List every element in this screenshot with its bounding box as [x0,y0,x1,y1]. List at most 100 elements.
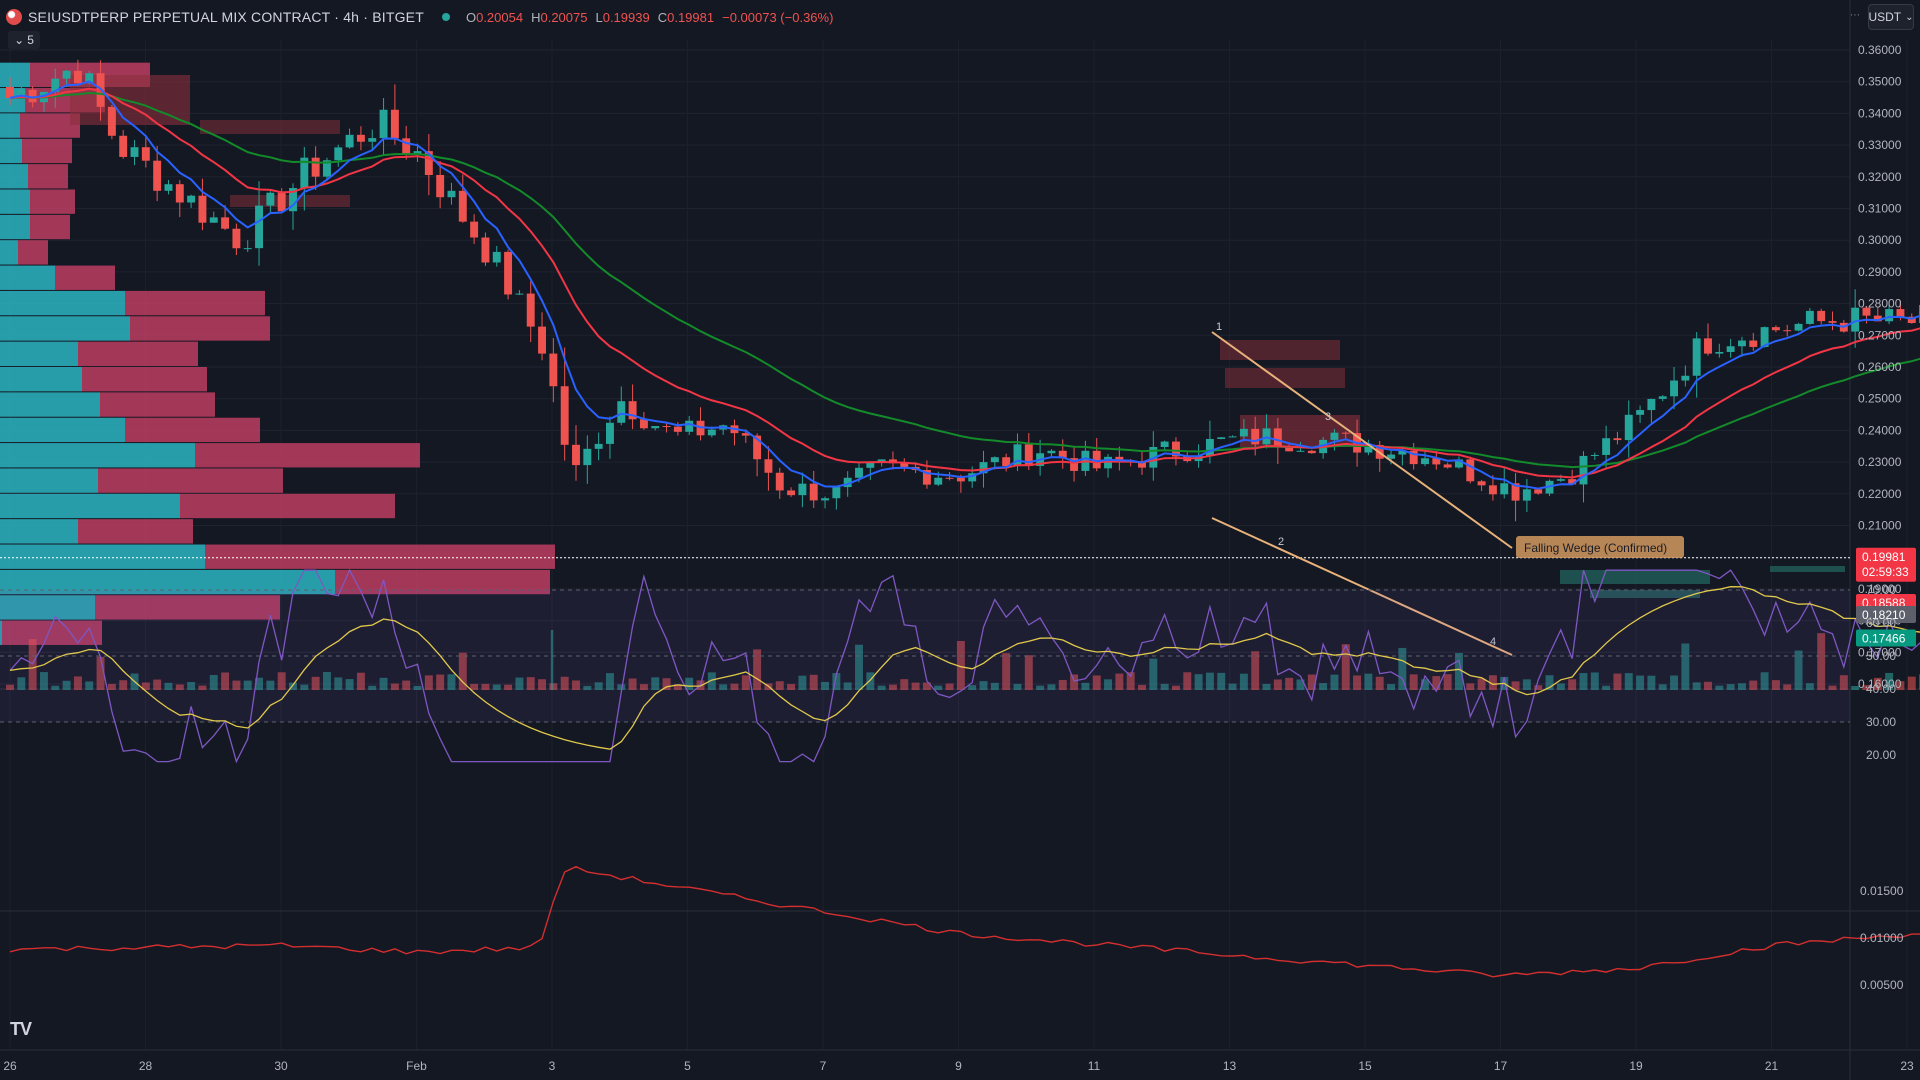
volume-bar [1534,685,1543,690]
volume-bar [96,656,105,690]
volume-profile-sell [95,595,280,620]
wedge-lower-line [1211,517,1513,656]
ema-fast-line [9,80,1920,490]
candle-body [1602,438,1611,455]
volume-profile-sell [195,443,420,468]
candle-body [583,448,592,466]
volume-bar [832,673,841,690]
candle-body [1228,436,1237,438]
rsi-band [0,590,1850,722]
price-axis-label: 0.33000 [1858,138,1902,152]
currency-select[interactable]: USDT ⌄ [1868,4,1914,30]
candle-body [1771,327,1780,331]
candle-body [1443,464,1452,468]
volume-bar [1398,647,1407,690]
volume-profile-buy [0,417,125,443]
volume-bar [1794,650,1803,690]
volume-bar [1466,683,1475,690]
candle-body [1817,310,1826,322]
volume-bar [662,678,671,690]
volume-bar [900,679,909,690]
volume-profile-buy [0,569,335,595]
volume-profile-sell [100,392,215,417]
volume-profile-sell [205,544,555,569]
candle-body [855,467,863,478]
volume-bar [1341,644,1350,690]
volume-bar [289,682,297,690]
candle-body [1409,450,1418,465]
candle-body [1873,315,1882,322]
volume-bar [1002,653,1011,690]
price-axis-label: 0.19000 [1858,582,1902,596]
volume-profile-sell [78,341,198,366]
volume-bar [1568,679,1577,690]
volume-bar [1262,683,1271,690]
candle-body [17,89,26,98]
price-axis-label: 0.27000 [1858,328,1902,342]
symbol-logo-icon[interactable] [6,9,22,25]
candle-body [1556,479,1565,481]
candle-body [51,78,60,92]
ema-mid-line [9,87,1920,479]
time-axis-label: 3 [549,1059,556,1073]
candle-body [458,190,467,222]
time-axis-label: 21 [1765,1059,1779,1073]
volume-profile-sell [18,240,48,265]
high-value: 0.20075 [540,9,588,25]
volume-bar [1726,684,1735,690]
time-axis-label: 11 [1088,1059,1101,1073]
candle-body [1070,458,1079,471]
price-tag-value: 0.18210 [1862,608,1906,622]
volume-bar [549,683,558,690]
volume-bar [685,677,694,690]
candle-body [1364,444,1373,453]
volume-bar [821,681,830,690]
symbol-title[interactable]: SEIUSDTPERP PERPETUAL MIX CONTRACT · 4h … [28,9,424,25]
candle-body [900,463,909,467]
candle-body [753,435,762,460]
tradingview-logo-icon[interactable]: TV [10,1019,32,1039]
candle-body [1171,441,1180,457]
volume-bar [1522,679,1531,690]
volume-bar [753,649,762,690]
candle-body [1466,459,1475,482]
candle-body [107,106,116,136]
candle-body [990,457,999,463]
volume-bar [1636,675,1645,690]
candle-body [1307,450,1316,454]
volume-bar [1205,672,1214,690]
candle-body [1590,454,1599,456]
volume-spike [550,630,554,690]
time-axis-label: 13 [1223,1059,1237,1073]
volume-bar [1862,685,1871,690]
volume-bar [255,677,264,690]
candle-body [798,483,807,496]
candle-body [209,217,218,223]
volume-bar [277,672,286,690]
candle-body [1670,380,1678,397]
open-label: O [465,9,477,25]
price-axis-label: 0.21000 [1858,519,1902,533]
volume-bar [1828,685,1837,690]
candle-body [821,498,830,501]
volume-bar [1454,652,1463,690]
time-axis-label: 17 [1494,1059,1508,1073]
volume-bar [605,673,614,690]
volume-bar [673,684,682,690]
volume-bar [153,679,162,690]
volume-profile-buy [0,544,205,569]
price-tag [1856,629,1916,647]
candle-body [877,459,886,462]
volume-bar [888,684,897,690]
volume-bar [28,639,37,690]
indicators-collapse-button[interactable]: ⌄ 5 [8,31,40,49]
more-options-icon[interactable]: ⋯ [1850,10,1860,21]
price-axis-label: 0.36000 [1858,43,1902,57]
volume-bar [956,640,965,690]
volume-profile-buy [0,138,22,164]
candle-body [1251,428,1260,445]
volume-bar [1783,684,1792,690]
volume-profile-buy [0,189,30,214]
candle-body [764,459,773,473]
